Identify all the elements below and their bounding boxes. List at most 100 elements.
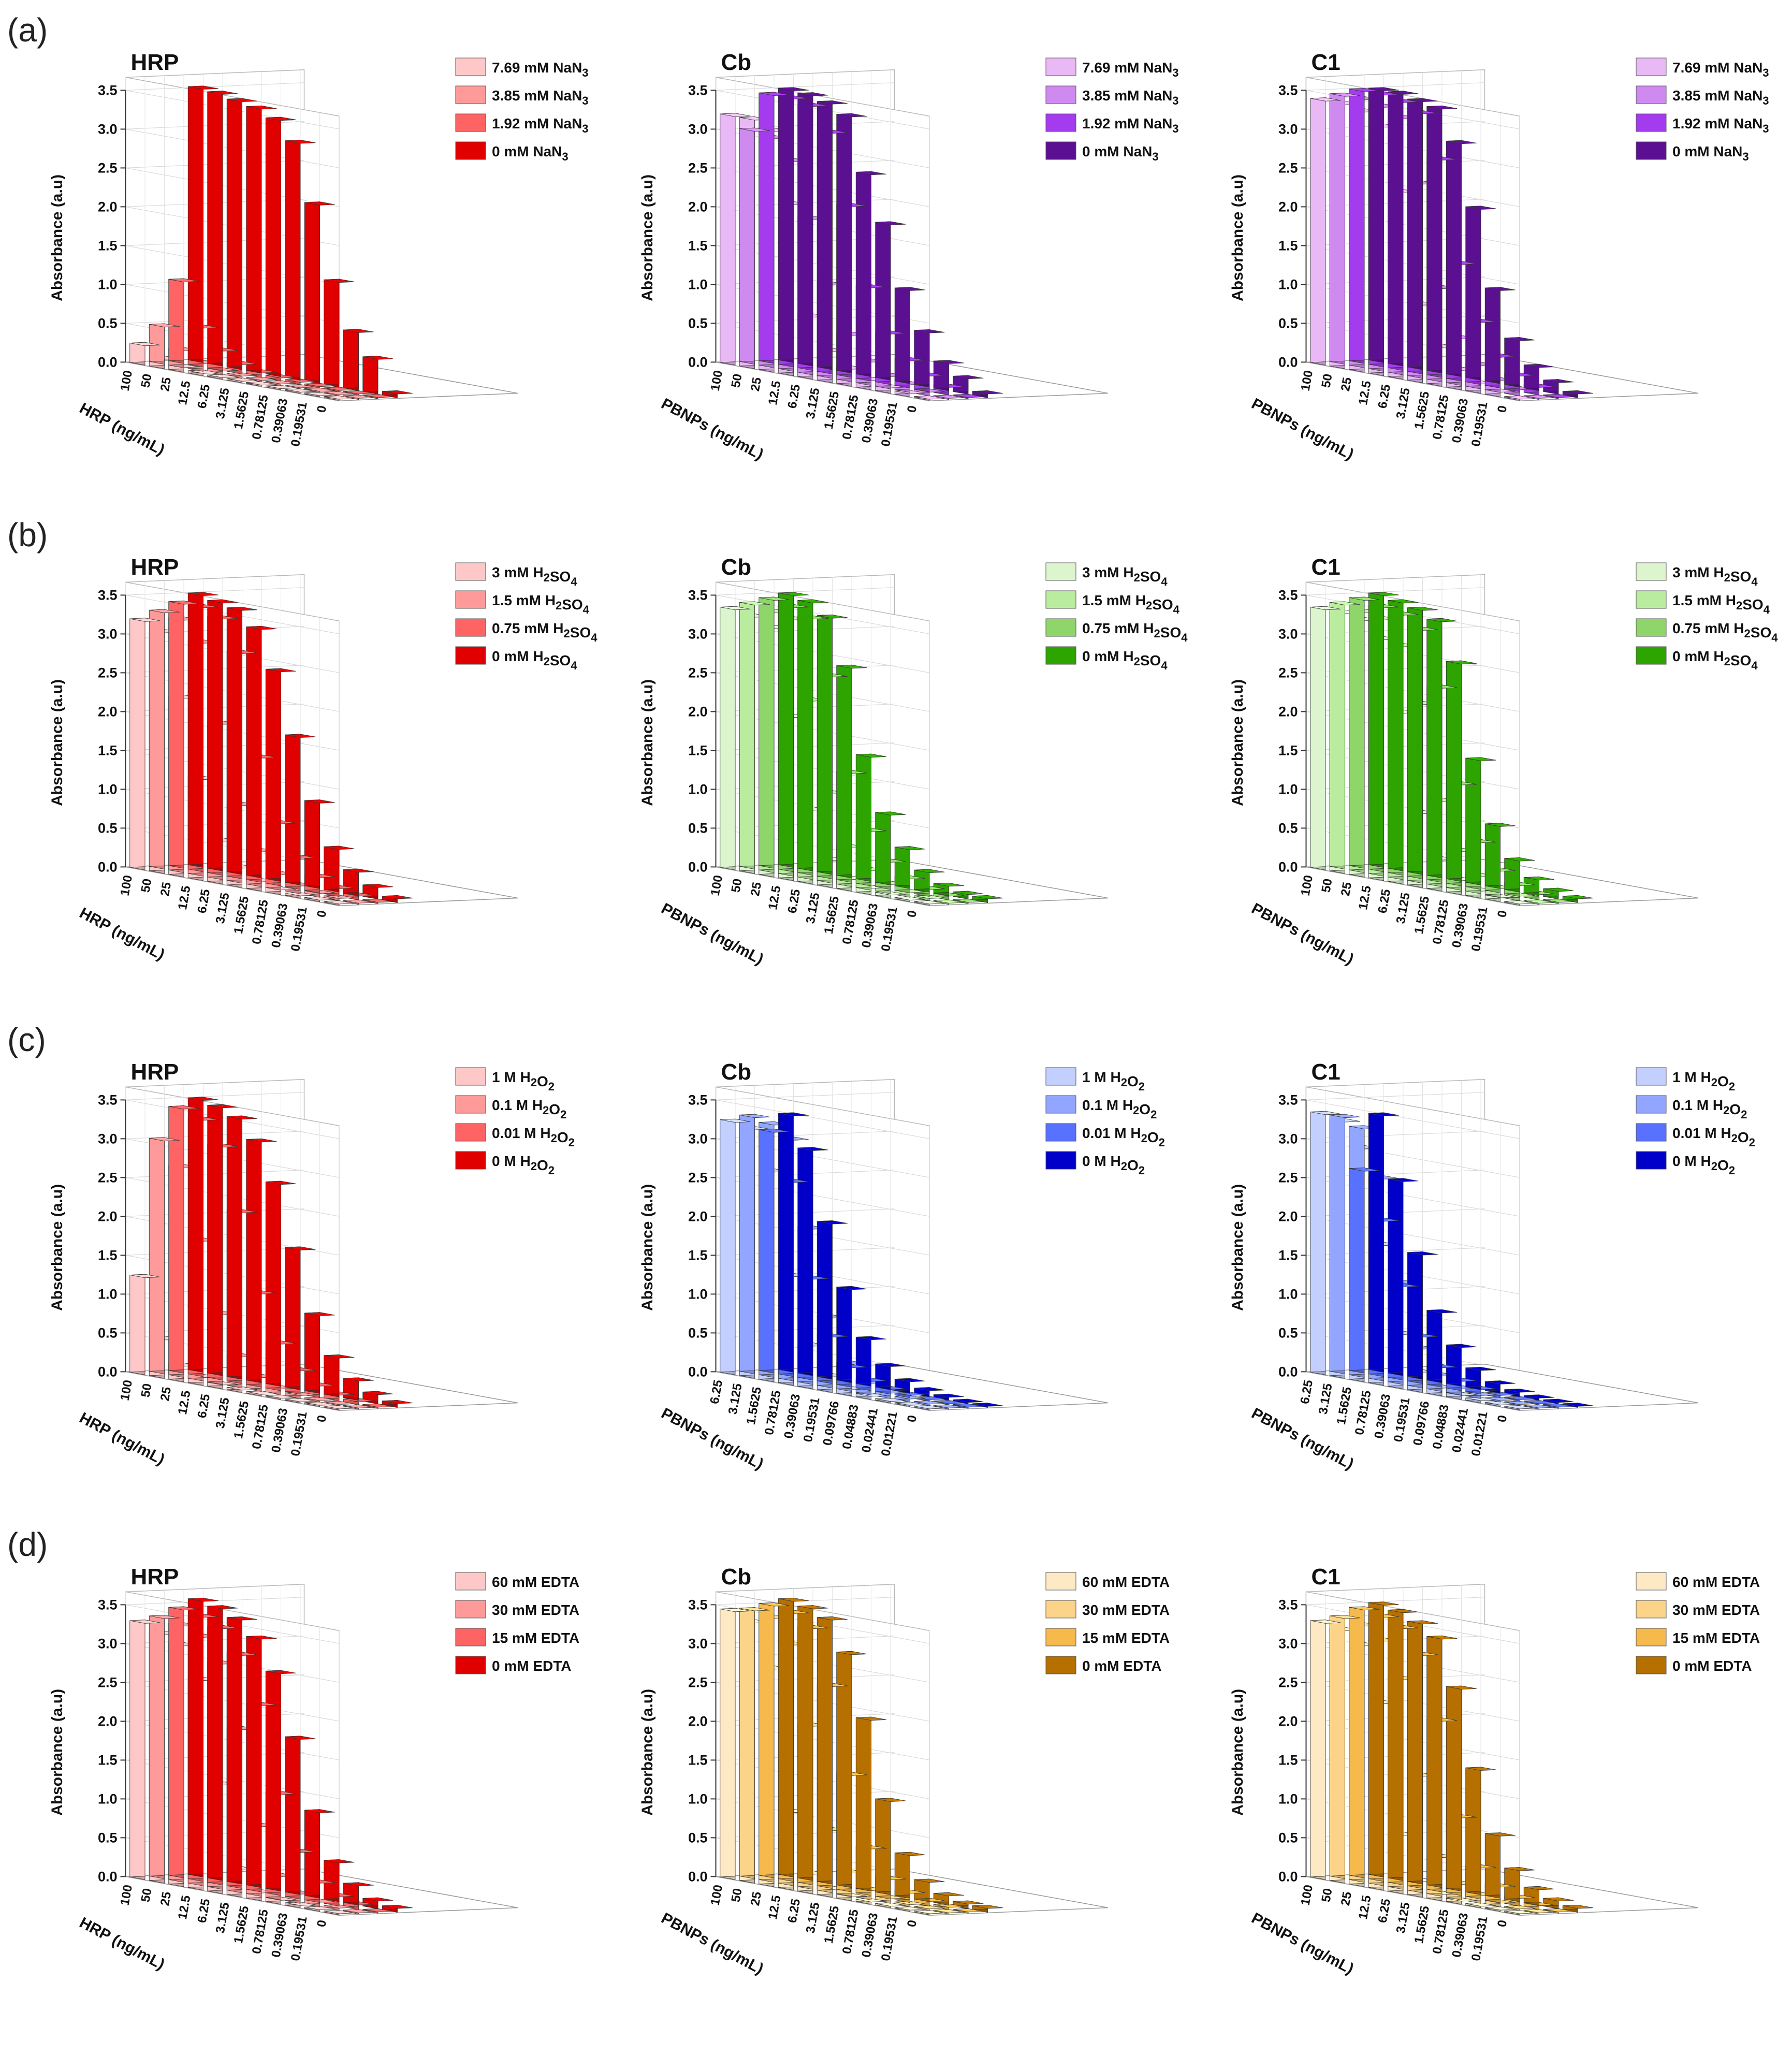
legend-label: 0.75 mM H2SO4 (492, 620, 598, 644)
legend: 1 M H2O2 0.1 M H2O2 0.01 M H2O2 0 M H2O2 (455, 1067, 575, 1177)
x-tick-label: 0 (1495, 909, 1510, 919)
panel-hrp: 0.0 0.5 1.0 1.5 2.0 2.5 3.0 3.5 Absorbance (a.u)… (49, 555, 598, 964)
y-tick-label: 3.0 (688, 626, 708, 642)
y-tick-label: 2.5 (688, 665, 708, 680)
x-tick-label: 12.5 (1356, 1894, 1374, 1921)
bar (1465, 1767, 1496, 1895)
bar (226, 98, 257, 370)
bar (1388, 1178, 1419, 1376)
y-tick-label: 3.0 (1278, 121, 1298, 137)
bar (1407, 98, 1438, 370)
bar (382, 1400, 413, 1408)
bar (304, 799, 335, 889)
bar (1543, 1897, 1574, 1910)
bar (149, 609, 180, 870)
x-tick-label: 25 (1338, 1891, 1354, 1907)
bar (1504, 1396, 1535, 1402)
y-tick-label: 2.0 (98, 1713, 118, 1729)
bar (1504, 396, 1535, 401)
y-tick-label: 2.5 (1278, 1674, 1298, 1690)
y-tick-label: 2.5 (1278, 160, 1298, 176)
legend-swatch (455, 57, 486, 76)
bar (226, 607, 257, 875)
bar (914, 1400, 945, 1406)
bar (817, 1616, 848, 1885)
bar (187, 1597, 218, 1877)
row-label: (d) (7, 1526, 48, 1563)
bar (265, 1670, 296, 1892)
bars (129, 592, 413, 906)
panel-title: Cb (721, 555, 752, 580)
x-tick-label: 1.5625 (744, 1386, 764, 1426)
x-axis-title: HRP (ng/mL) (77, 905, 167, 964)
bar (1562, 390, 1593, 398)
x-tick-label: 3.125 (1394, 1901, 1413, 1934)
x-tick-label: 12.5 (176, 1894, 194, 1921)
bar (972, 895, 1003, 903)
bar (1543, 1908, 1574, 1914)
y-tick-label: 2.0 (98, 704, 118, 719)
x-tick-label: 0.19531 (288, 1915, 310, 1962)
bar (1484, 1401, 1516, 1407)
bar (1504, 1910, 1535, 1915)
bar (759, 1129, 790, 1374)
bar (1310, 606, 1341, 870)
x-tick-label: 100 (118, 874, 136, 897)
bar (246, 1391, 277, 1396)
legend-swatch (1636, 1600, 1667, 1619)
y-axis: 0.0 0.5 1.0 1.5 2.0 2.5 3.0 3.5 Absorbance (a.u) (1229, 82, 1307, 370)
x-tick-label: 1.5625 (231, 1905, 252, 1945)
x-tick-label: 6.25 (785, 383, 803, 410)
bar (778, 87, 809, 363)
bar (1426, 1309, 1458, 1383)
bar (817, 615, 848, 875)
bar (285, 1736, 316, 1895)
y-tick-label: 0.5 (688, 1325, 708, 1340)
x-tick-label: 25 (1338, 881, 1354, 897)
y-tick-label: 2.0 (98, 199, 118, 214)
bar (817, 100, 848, 370)
legend-label: 0 mM EDTA (492, 1658, 572, 1674)
panel-cb: 0.0 0.5 1.0 1.5 2.0 2.5 3.0 3.5 Absorbance (a.u)… (639, 1564, 1170, 1978)
legend-swatch (1636, 141, 1667, 160)
legend-label: 0 mM NaN3 (1672, 143, 1749, 163)
bars (720, 592, 1003, 906)
bar (914, 900, 945, 906)
bar (914, 895, 945, 901)
legend: 60 mM EDTA 30 mM EDTA 15 mM EDTA 0 mM EDTA (455, 1572, 579, 1674)
x-tick-label: 25 (158, 376, 174, 392)
y-axis: 0.0 0.5 1.0 1.5 2.0 2.5 3.0 3.5 Absorbance (a.u) (49, 587, 126, 875)
bar (1310, 1111, 1341, 1375)
panel-hrp: 0.0 0.5 1.0 1.5 2.0 2.5 3.0 3.5 Absorbance (a.u)… (49, 50, 589, 459)
legend-swatch (455, 646, 486, 665)
x-tick-label: 0.19531 (1391, 1396, 1413, 1443)
x-tick-label: 0.78125 (250, 394, 271, 441)
legend-swatch (1045, 85, 1076, 104)
y-tick-label: 2.5 (688, 1170, 708, 1185)
bar (1329, 601, 1360, 870)
legend: 60 mM EDTA 30 mM EDTA 15 mM EDTA 0 mM EDTA (1045, 1572, 1170, 1674)
y-tick-label: 1.5 (98, 742, 118, 758)
y-tick-label: 1.5 (98, 238, 118, 253)
x-tick-label: 6.25 (195, 888, 213, 914)
x-tick-label: 25 (748, 881, 764, 897)
y-tick-label: 2.5 (688, 1674, 708, 1690)
legend-swatch (455, 1656, 486, 1674)
bar (343, 329, 374, 391)
x-tick-label: 0 (314, 1919, 329, 1928)
legend: 60 mM EDTA 30 mM EDTA 15 mM EDTA 0 mM EDTA (1636, 1572, 1760, 1674)
legend-label: 7.69 mM NaN3 (1082, 60, 1179, 79)
y-tick-label: 1.5 (1278, 1752, 1298, 1768)
bar (855, 1898, 886, 1905)
bar (1388, 91, 1419, 367)
bar (324, 1354, 355, 1397)
legend-label: 30 mM EDTA (1672, 1602, 1760, 1618)
bar (265, 116, 296, 377)
bar (759, 1602, 790, 1878)
x-axis-title: HRP (ng/mL) (77, 1914, 167, 1973)
y-tick-label: 0.5 (688, 1830, 708, 1845)
x-tick-label: 0.19531 (288, 906, 310, 952)
legend-swatch (1045, 1095, 1076, 1114)
bar (875, 1902, 906, 1908)
